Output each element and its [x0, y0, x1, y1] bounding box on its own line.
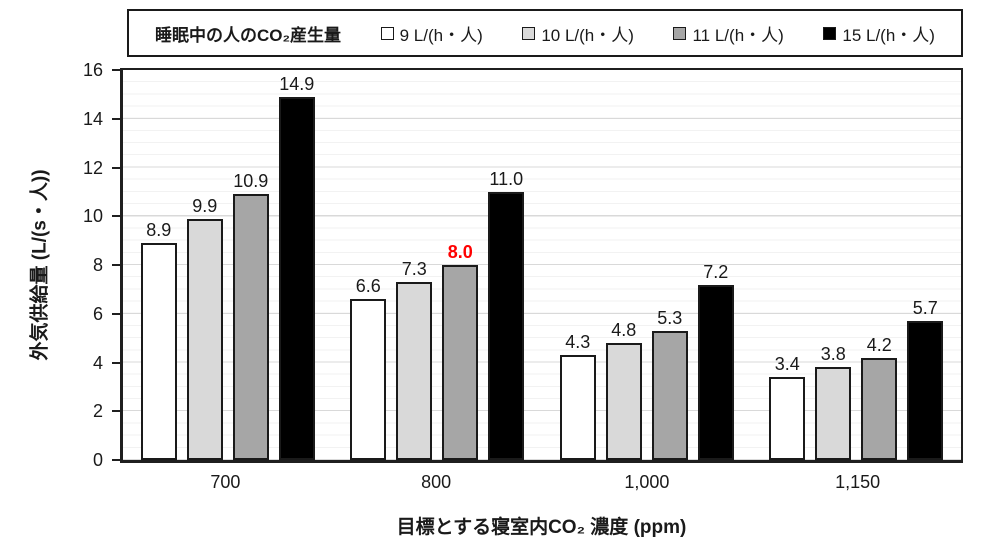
legend-item: 9 L/(h・人) [380, 21, 483, 46]
legend-swatch-icon [673, 26, 687, 40]
legend-item: 15 L/(h・人) [823, 21, 935, 46]
bar: 11.0 [488, 169, 525, 460]
bar-value-label: 10.9 [233, 171, 269, 192]
legend-item-label: 9 L/(h・人) [399, 25, 483, 45]
bar-value-label: 4.2 [866, 334, 892, 355]
bar: 4.2 [861, 335, 898, 460]
chart-legend: 睡眠中の人のCO₂産生量 9 L/(h・人) 10 L/(h・人) 11 L/(h・… [127, 9, 963, 57]
legend-item: 11 L/(h・人) [673, 21, 784, 46]
bar: 8.9 [140, 220, 177, 460]
bar: 5.3 [651, 308, 688, 460]
bar: 9.9 [186, 196, 223, 460]
legend-item-label: 11 L/(h・人) [692, 25, 784, 45]
bar-value-label: 5.3 [657, 307, 683, 328]
plot-area: 8.9 9.9 10.9 14.9 6.6 7.3 8.0 11.0 4.3 4.8 5.3 7.2 3… [120, 68, 963, 463]
bar: 10.9 [232, 171, 269, 460]
bar: 8.0 [442, 242, 479, 460]
y-tick-mark [112, 410, 120, 413]
legend-title: 睡眠中の人のCO₂産生量 [155, 25, 342, 45]
x-category-label: 1,000 [624, 472, 670, 492]
bar: 7.2 [697, 262, 734, 460]
y-axis: 0 2 4 6 8 10 12 14 16 [0, 60, 120, 470]
legend-swatch-icon [522, 26, 536, 40]
y-tick-label: 16 [82, 60, 103, 80]
x-category-label: 700 [210, 472, 241, 492]
bar: 14.9 [278, 74, 315, 460]
bar-value-label: 9.9 [192, 195, 218, 216]
bar-group: 8.9 9.9 10.9 14.9 [123, 70, 333, 460]
y-tick-label: 12 [82, 157, 103, 178]
legend-item: 10 L/(h・人) [522, 21, 634, 46]
bar: 5.7 [907, 298, 944, 460]
legend-item-label: 15 L/(h・人) [842, 25, 935, 45]
x-axis: 700 800 1,000 1,150 [120, 472, 963, 493]
y-tick-mark [112, 312, 120, 315]
bar-value-label: 3.8 [820, 344, 846, 365]
bar-value-label: 3.4 [774, 354, 800, 375]
x-category-label: 800 [421, 472, 452, 492]
bar-value-label: 7.2 [703, 261, 729, 282]
x-axis-title: 目標とする寝室内CO₂ 濃度 (ppm) [396, 517, 687, 538]
bar-group: 3.4 3.8 4.2 5.7 [752, 70, 962, 460]
y-tick-mark [112, 166, 120, 169]
bar-value-label: 14.9 [279, 73, 315, 94]
y-tick-label: 4 [92, 352, 103, 373]
bar-group: 4.3 4.8 5.3 7.2 [542, 70, 752, 460]
legend-swatch-icon [823, 26, 837, 40]
y-tick-mark [112, 459, 120, 461]
bar: 7.3 [396, 259, 433, 460]
bar: 4.8 [605, 320, 642, 460]
y-tick-label: 2 [92, 401, 103, 422]
y-tick-label: 10 [82, 206, 103, 227]
legend-item-label: 10 L/(h・人) [541, 25, 634, 45]
y-tick-mark [112, 69, 120, 71]
bar-group: 6.6 7.3 8.0 11.0 [333, 70, 543, 460]
bar-value-label: 4.3 [565, 332, 591, 353]
bar: 6.6 [350, 276, 387, 460]
bar-value-label: 11.0 [489, 168, 524, 189]
y-tick-label: 6 [92, 303, 103, 324]
bar: 3.4 [769, 354, 806, 460]
y-tick-mark [112, 117, 120, 120]
bar: 3.8 [815, 344, 852, 460]
bar-value-label: 8.0 [447, 242, 473, 262]
y-tick-label: 14 [82, 108, 103, 129]
y-tick-label: 0 [92, 450, 103, 470]
bar: 4.3 [559, 332, 596, 460]
bar-value-label: 8.9 [146, 220, 172, 241]
y-tick-mark [112, 215, 120, 218]
y-tick-mark [112, 361, 120, 364]
bar-value-label: 6.6 [355, 276, 381, 297]
legend-swatch-icon [380, 26, 394, 40]
y-tick-mark [112, 264, 120, 266]
bar-value-label: 5.7 [912, 298, 938, 319]
bar-value-label: 7.3 [401, 259, 427, 280]
bar-value-label: 4.8 [611, 320, 637, 340]
x-category-label: 1,150 [835, 472, 881, 492]
y-tick-label: 8 [92, 255, 103, 275]
